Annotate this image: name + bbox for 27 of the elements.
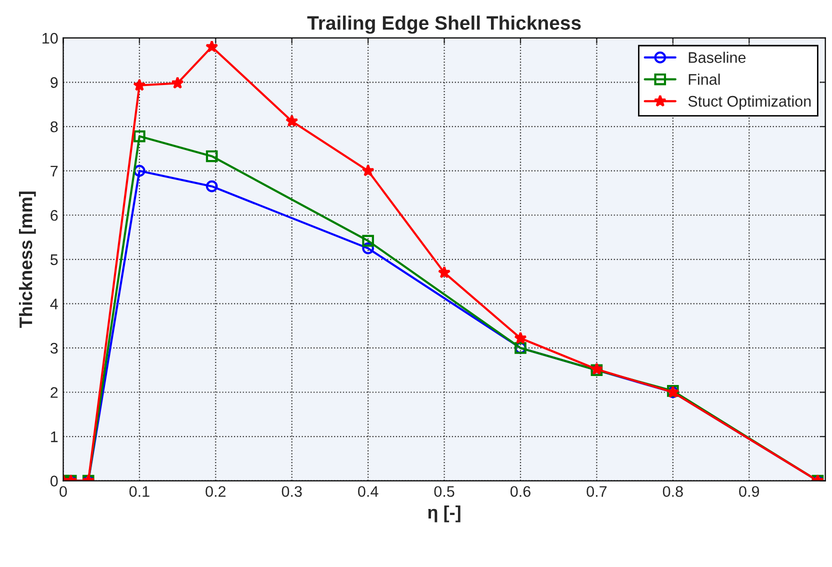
y-tick-label: 1 [51,432,58,442]
y-tick-label: 7 [50,166,58,176]
x-tick-label: 0.9 [739,486,760,497]
legend-label: Final [688,74,720,85]
y-tick-label: 9 [50,77,58,88]
x-tick-label: 0.4 [358,486,378,497]
x-tick-label: 0.1 [129,486,150,497]
y-tick-label: 4 [50,298,58,310]
y-tick-label: 6 [50,210,58,221]
y-axis-title: Thickness [mm] [18,192,36,328]
x-tick-label: 0.6 [510,486,530,497]
legend-label: Baseline [688,52,746,63]
x-tick-label: 0 [60,486,67,497]
y-tick-label: 2 [50,387,58,398]
x-tick-label: 0.5 [434,486,454,497]
y-tick-label: 10 [42,32,58,44]
x-tick-label: 0.2 [206,486,226,497]
y-tick-label: 8 [50,121,58,132]
legend-label: Stuct Optimization [688,96,811,110]
y-tick-label: 3 [50,342,58,354]
x-tick-label: 0.7 [586,486,607,497]
x-tick-label: 0.3 [282,486,302,497]
y-tick-label: 5 [50,254,58,266]
x-tick-label: 0.8 [662,486,683,497]
chart-title: Trailing Edge Shell Thickness [307,16,581,34]
x-axis-title: η [-] [428,505,460,522]
y-tick-label: 0 [50,476,58,486]
